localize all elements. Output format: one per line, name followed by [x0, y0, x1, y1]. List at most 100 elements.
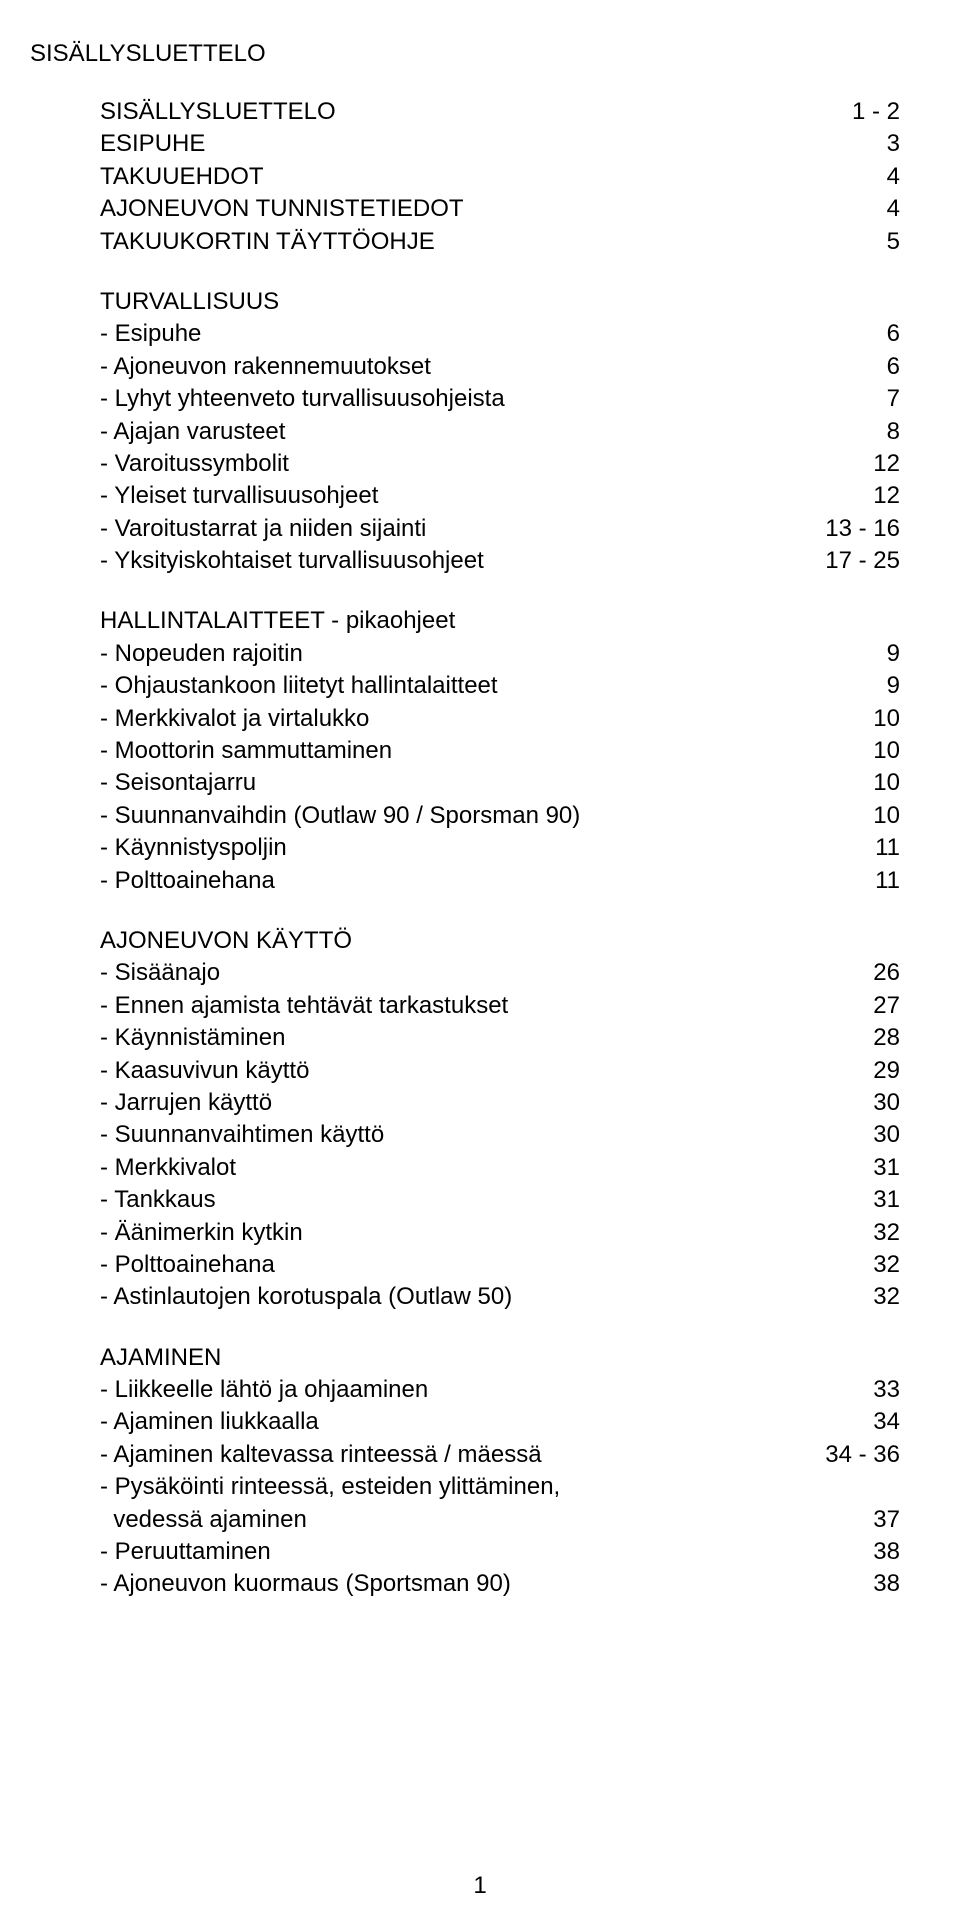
toc-row: - Äänimerkin kytkin 32 — [100, 1217, 900, 1249]
toc-page: 38 — [873, 1536, 900, 1568]
toc-row: AJONEUVON TUNNISTETIEDOT4 — [100, 193, 900, 225]
toc-label: HALLINTALAITTEET - pikaohjeet — [100, 605, 455, 637]
toc-row: - Jarrujen käyttö 30 — [100, 1087, 900, 1119]
toc-page: 13 - 16 — [825, 513, 900, 545]
toc-label: - Esipuhe — [100, 318, 201, 350]
toc-page: 9 — [887, 670, 900, 702]
toc-page: 34 - 36 — [825, 1439, 900, 1471]
toc-label: - Käynnistäminen — [100, 1022, 285, 1054]
toc-page: 9 — [887, 638, 900, 670]
toc-label: - Astinlautojen korotuspala (Outlaw 50) — [100, 1281, 512, 1313]
toc-label: - Yksityiskohtaiset turvallisuusohjeet — [100, 545, 484, 577]
toc-row: - Ohjaustankoon liitetyt hallintalaittee… — [100, 670, 900, 702]
toc-page: 12 — [873, 480, 900, 512]
toc-page: 30 — [873, 1119, 900, 1151]
toc-page: 10 — [873, 703, 900, 735]
toc-page: 3 — [887, 128, 900, 160]
toc-row: - Ajoneuvon rakennemuutokset6 — [100, 351, 900, 383]
toc-label: - Merkkivalot — [100, 1152, 236, 1184]
toc-row: - Ennen ajamista tehtävät tarkastukset27 — [100, 990, 900, 1022]
toc-row: TAKUUEHDOT4 — [100, 161, 900, 193]
toc-row: AJONEUVON KÄYTTÖ — [100, 925, 900, 957]
toc-page: 32 — [873, 1281, 900, 1313]
toc-page: 29 — [873, 1055, 900, 1087]
toc-label: - Pysäköinti rinteessä, esteiden ylittäm… — [100, 1471, 560, 1503]
toc-label: TURVALLISUUS — [100, 286, 279, 318]
toc-label: - Lyhyt yhteenveto turvallisuusohjeista — [100, 383, 505, 415]
toc-label: - Ennen ajamista tehtävät tarkastukset — [100, 990, 508, 1022]
toc-row: - Merkkivalot ja virtalukko10 — [100, 703, 900, 735]
page-heading: SISÄLLYSLUETTELO — [30, 40, 900, 68]
toc-row: - Ajajan varusteet8 — [100, 416, 900, 448]
toc-page: 32 — [873, 1217, 900, 1249]
toc-label: AJONEUVON KÄYTTÖ — [100, 925, 352, 957]
toc-row: - Esipuhe 6 — [100, 318, 900, 350]
toc-row: - Pysäköinti rinteessä, esteiden ylittäm… — [100, 1471, 900, 1503]
toc-label: - Tankkaus — [100, 1184, 216, 1216]
toc-label: - Kaasuvivun käyttö — [100, 1055, 309, 1087]
toc-page: 33 — [873, 1374, 900, 1406]
toc-page: 10 — [873, 767, 900, 799]
page-number: 1 — [0, 1872, 960, 1900]
toc-page: 6 — [887, 318, 900, 350]
toc-label: TAKUUEHDOT — [100, 161, 264, 193]
toc-page: 10 — [873, 800, 900, 832]
toc-row: - Suunnanvaihtimen käyttö 30 — [100, 1119, 900, 1151]
toc-label: TAKUUKORTIN TÄYTTÖOHJE — [100, 226, 435, 258]
toc-row: - Varoitussymbolit 12 — [100, 448, 900, 480]
toc-label: AJAMINEN — [100, 1342, 221, 1374]
toc-row: - Ajoneuvon kuormaus (Sportsman 90) 38 — [100, 1568, 900, 1600]
toc-row: HALLINTALAITTEET - pikaohjeet — [100, 605, 900, 637]
toc-row: - Suunnanvaihdin (Outlaw 90 / Sporsman 9… — [100, 800, 900, 832]
toc-label: vedessä ajaminen — [100, 1504, 307, 1536]
toc-page: 28 — [873, 1022, 900, 1054]
toc-label: ESIPUHE — [100, 128, 205, 160]
toc-page: 31 — [873, 1152, 900, 1184]
toc-row: - Merkkivalot 31 — [100, 1152, 900, 1184]
toc-label: - Ajaminen kaltevassa rinteessä / mäessä — [100, 1439, 542, 1471]
toc-row: - Kaasuvivun käyttö 29 — [100, 1055, 900, 1087]
toc-label: - Käynnistyspoljin — [100, 832, 287, 864]
toc-page: 31 — [873, 1184, 900, 1216]
toc-page: 12 — [873, 448, 900, 480]
toc-row: - Ajaminen liukkaalla34 — [100, 1406, 900, 1438]
toc-page: 1 - 2 — [852, 96, 900, 128]
toc-row: - Polttoainehana32 — [100, 1249, 900, 1281]
toc-page: 30 — [873, 1087, 900, 1119]
toc-label: - Moottorin sammuttaminen — [100, 735, 392, 767]
toc-row: - Polttoainehana 11 — [100, 865, 900, 897]
toc-label: - Äänimerkin kytkin — [100, 1217, 303, 1249]
toc-label: - Ohjaustankoon liitetyt hallintalaittee… — [100, 670, 498, 702]
toc-label: - Liikkeelle lähtö ja ohjaaminen — [100, 1374, 428, 1406]
toc-page: 6 — [887, 351, 900, 383]
toc-row: SISÄLLYSLUETTELO 1 - 2 — [100, 96, 900, 128]
toc-label: - Suunnanvaihtimen käyttö — [100, 1119, 384, 1151]
toc-label: - Polttoainehana — [100, 865, 275, 897]
toc-page: 4 — [887, 193, 900, 225]
toc-label: SISÄLLYSLUETTELO — [100, 96, 336, 128]
toc-label: - Ajoneuvon kuormaus (Sportsman 90) — [100, 1568, 511, 1600]
toc-row: - Yleiset turvallisuusohjeet 12 — [100, 480, 900, 512]
toc-label: - Peruuttaminen — [100, 1536, 271, 1568]
document-page: SISÄLLYSLUETTELO SISÄLLYSLUETTELO 1 - 2 E… — [0, 0, 960, 1930]
toc-page: 11 — [875, 832, 900, 864]
toc-page: 17 - 25 — [825, 545, 900, 577]
toc-page: 26 — [873, 957, 900, 989]
toc-row: - Nopeuden rajoitin9 — [100, 638, 900, 670]
toc-row: - Yksityiskohtaiset turvallisuusohjeet 17… — [100, 545, 900, 577]
toc-page: 38 — [873, 1568, 900, 1600]
toc-label: - Jarrujen käyttö — [100, 1087, 272, 1119]
toc-page: 7 — [887, 383, 900, 415]
toc-label: - Yleiset turvallisuusohjeet — [100, 480, 378, 512]
toc-row: - Peruuttaminen 38 — [100, 1536, 900, 1568]
toc-page: 32 — [873, 1249, 900, 1281]
toc-label: - Sisäänajo — [100, 957, 220, 989]
toc-page: 34 — [873, 1406, 900, 1438]
toc-label: - Ajajan varusteet — [100, 416, 285, 448]
toc-row: ESIPUHE 3 — [100, 128, 900, 160]
toc-page: 5 — [887, 226, 900, 258]
toc-label: - Seisontajarru — [100, 767, 256, 799]
toc-content: SISÄLLYSLUETTELO 1 - 2 ESIPUHE 3 TAKUUEHDO… — [100, 96, 900, 1601]
toc-page: 11 — [875, 865, 900, 897]
toc-label: - Varoitussymbolit — [100, 448, 289, 480]
